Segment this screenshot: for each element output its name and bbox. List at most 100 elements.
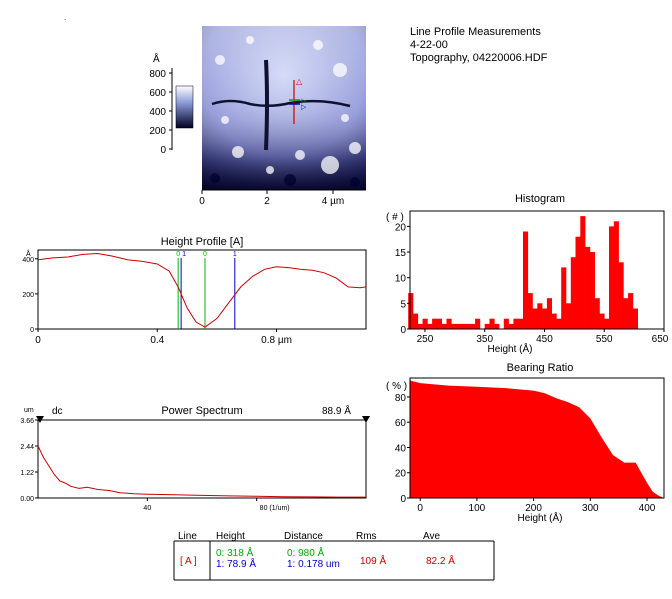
image-x-tick-2: 2 [264,196,270,207]
bearing-ratio-y-ticks: 80 60 40 20 0 [395,393,410,505]
measurement-header: Line Profile Measurements 4-22-00 Topogr… [410,26,547,65]
header-file: Topography, 04220006.HDF [410,52,548,64]
hp-x-tick-label: 0.8 µm [261,335,292,346]
br-y-tick-label: 80 [395,393,407,404]
br-x-tick-label: 0 [417,503,423,514]
histogram-bar [508,323,514,329]
histogram-bar [556,318,562,329]
colorbar [175,85,194,129]
ps-y-tick-label: 1.22 [20,470,34,477]
image-x-tick-4: 4 µm [322,196,344,207]
histogram-bar [413,313,419,329]
hg-y-tick-label: 20 [395,222,407,233]
histogram-bar [518,318,524,329]
bearing-ratio-y-unit: ( % ) [386,381,407,392]
histogram-bar [432,318,438,329]
power-spectrum-frame [37,419,367,499]
height-profile-series-line [37,252,367,328]
ps-y-tick-label: 3.66 [20,418,34,425]
power-spectrum-y-ticks: 3.66 2.44 1.22 0.00 [20,418,38,503]
histogram-bar [465,323,471,329]
histogram-xlabel: Height (Å) [487,342,532,355]
bearing-ratio-x-ticks: 0 100 200 300 400 [417,498,656,514]
histogram-bar [609,226,615,329]
histogram-bar [408,293,414,329]
table-line-label[interactable]: [ A ] [180,556,197,567]
header-title: Line Profile Measurements [410,26,541,38]
left-cursor-icon[interactable] [36,416,44,423]
histogram-bar [613,221,619,329]
histogram-bar [451,323,457,329]
hp-y-tick-label: 200 [22,292,34,299]
histogram-bar [460,323,466,329]
hp-cursor-label: 0 [176,251,180,258]
height-profile-y-ticks: 400 200 0 [22,257,38,334]
histogram-bar [422,318,428,329]
hg-y-tick-label: 10 [395,274,407,285]
histogram-bar [585,246,591,329]
table-header-height: Height [216,531,245,542]
histogram-bar [580,216,586,329]
results-table: Line Height Distance Rms Ave [ A ] 0: 31… [173,531,495,581]
table-header-distance: Distance [284,531,323,542]
histogram-bar [484,323,490,329]
table-row1-distance: 1: 0.178 um [287,559,340,570]
histogram-chart: Histogram ( # ) 20 15 10 5 0 250 350 450 550 650… [386,193,669,355]
red-marker-icon[interactable]: △ [296,77,303,86]
br-y-tick-label: 20 [395,469,407,480]
hg-x-tick-label: 250 [417,334,434,345]
br-y-tick-label: 0 [400,494,406,505]
colorbar-tick-800: 800 [149,69,166,80]
bearing-ratio-frame [409,377,665,499]
table-header-line: Line [178,531,197,542]
histogram-bar [427,323,433,329]
power-spectrum-dc-label: dc [52,406,63,417]
histogram-bar [475,318,481,329]
corner-dot: . [64,13,66,22]
histogram-bar [537,303,543,329]
hp-y-tick-label: 400 [22,257,34,264]
ps-x-tick-label: 80 (1/um) [260,505,290,512]
histogram-bar [594,298,600,329]
colorbar-tick-200: 200 [149,126,166,137]
afm-vertical-ridge [264,59,269,151]
colorbar-tick-labels: 800 600 400 200 0 [149,69,172,156]
image-x-tick-0: 0 [199,196,205,207]
header-date: 4-22-00 [410,39,448,51]
hp-cursor-label: 0 [203,251,207,258]
hg-y-tick-label: 5 [400,299,406,310]
histogram-frame [409,210,665,330]
table-ave-value: 82.2 Å [426,554,455,567]
height-profile-y-unit: Å [26,249,31,258]
bearing-ratio-area [410,380,664,498]
histogram-bar [446,318,452,329]
histogram-bar [513,318,519,329]
histogram-bar [503,318,509,329]
br-y-tick-label: 40 [395,443,407,454]
hg-x-tick-label: 350 [476,334,493,345]
height-profile-x-ticks: 0 0.4 0.8 µm [35,329,292,346]
table-row0-distance: 0: 980 Å [287,546,325,559]
table-row1-height: 1: 78.9 Å [216,557,256,570]
histogram-bar [632,308,638,329]
hp-y-tick-label: 0 [30,327,34,334]
histogram-bar [570,257,576,329]
table-row0-height: 0: 318 Å [216,546,254,559]
histogram-bar [527,293,533,329]
afm-horizontal-ridge [211,99,351,108]
histogram-bar [546,298,552,329]
histogram-x-ticks: 250 350 450 550 650 [417,329,669,345]
histogram-bar [456,323,462,329]
right-cursor-icon[interactable] [362,416,370,423]
ps-y-tick-label: 0.00 [20,496,34,503]
histogram-bar [489,318,495,329]
hp-cursor-label: 1 [233,251,237,258]
hg-x-tick-label: 650 [652,334,669,345]
histogram-y-ticks: 20 15 10 5 0 [395,222,410,336]
power-spectrum-x-ticks: 40 80 (1/um) [143,498,290,512]
green-marker-icon: ▷ [301,97,307,105]
power-spectrum-chart: um dc Power Spectrum 88.9 Å 3.66 2.44 1.22… [20,404,370,512]
